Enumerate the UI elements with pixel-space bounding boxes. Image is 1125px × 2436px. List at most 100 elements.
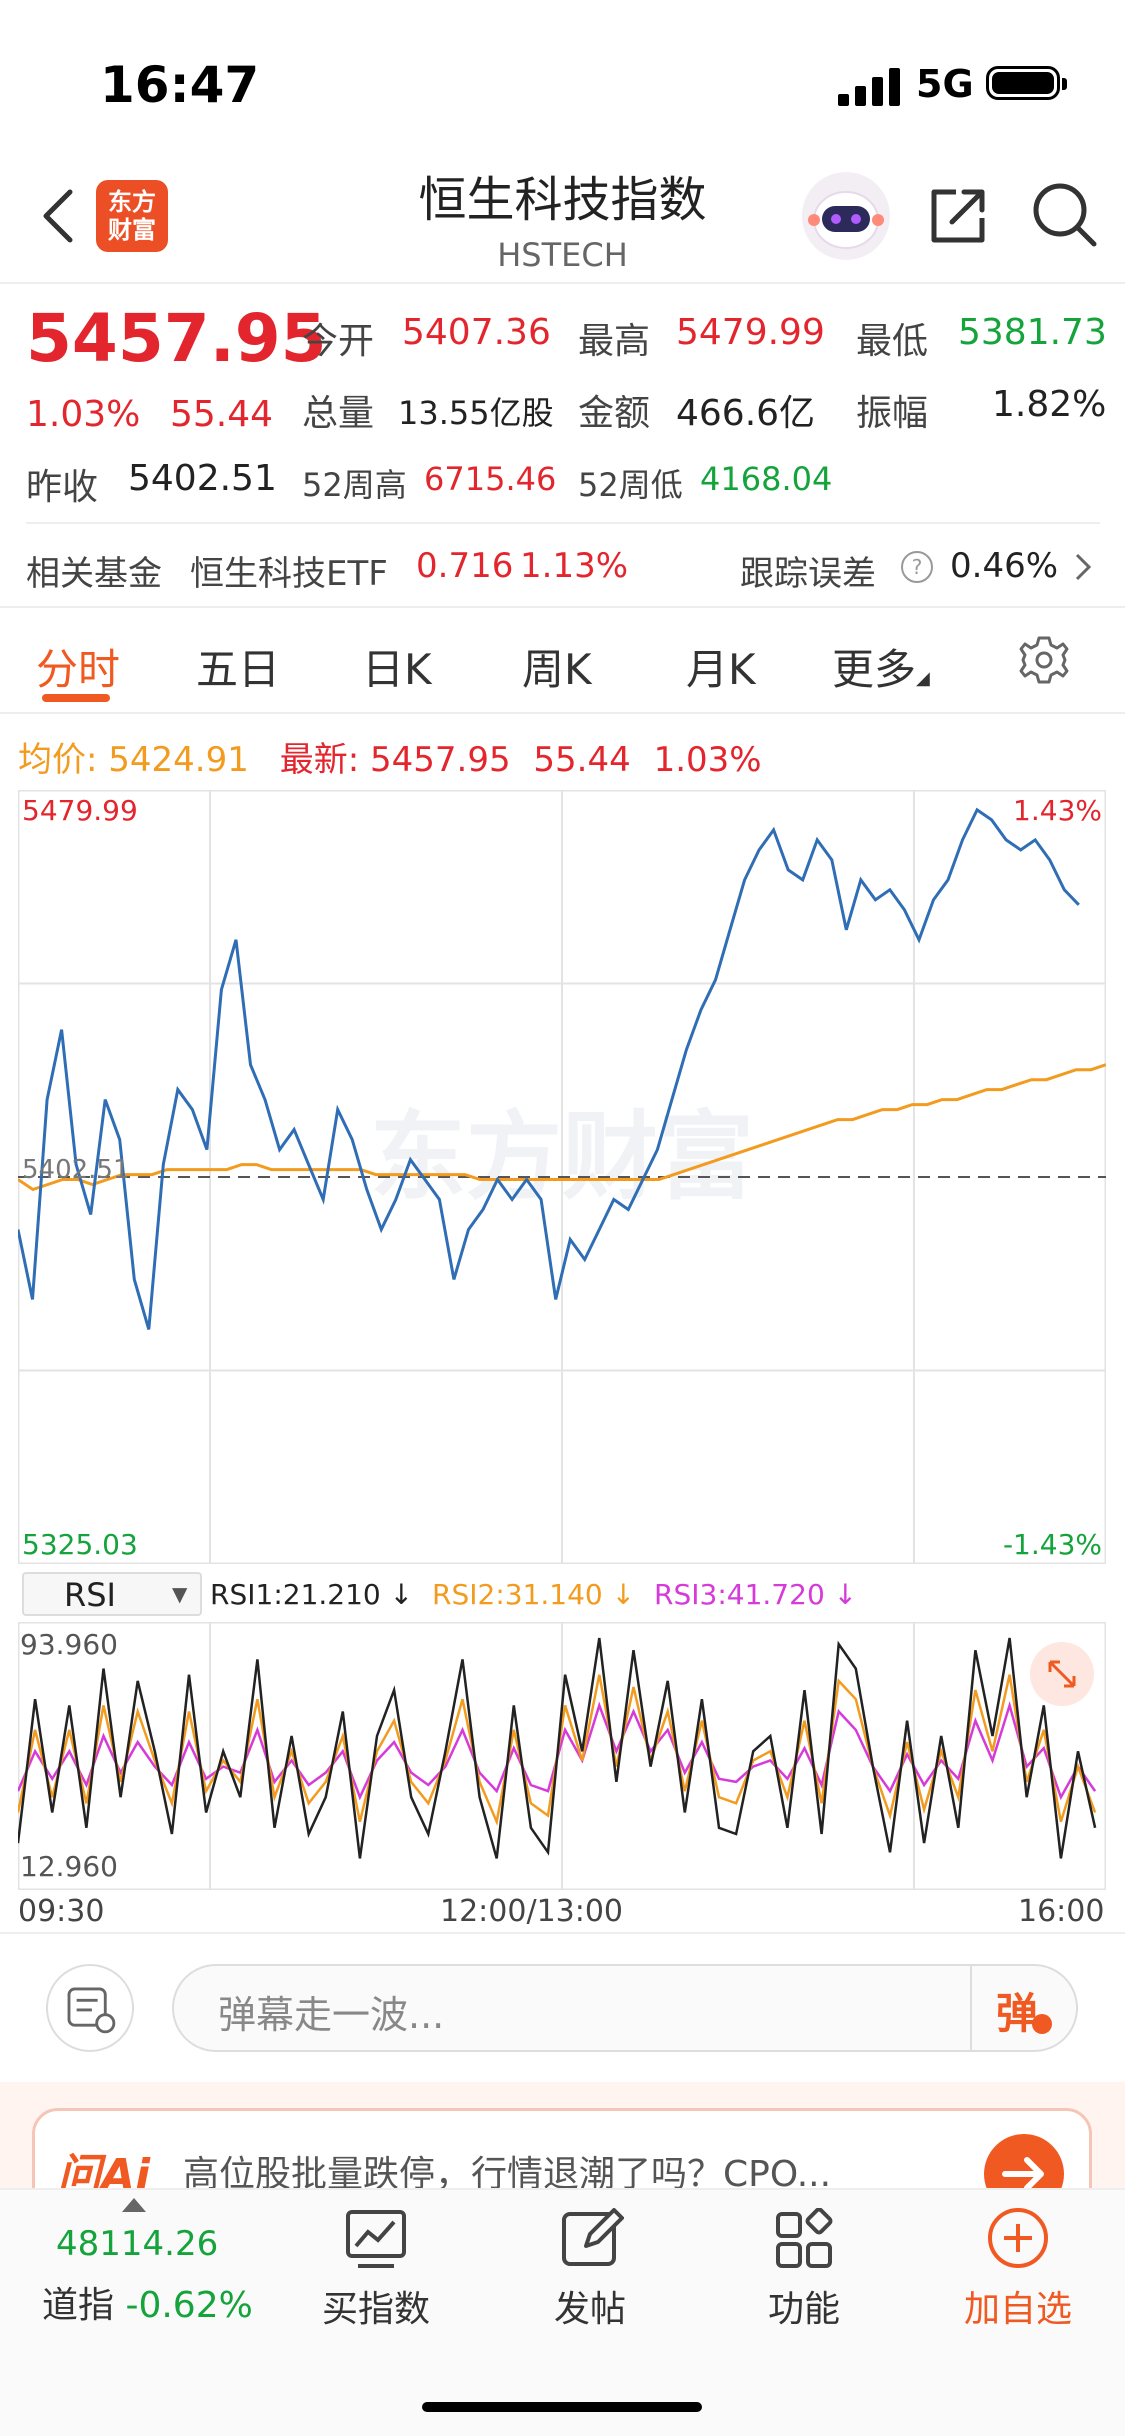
- check-icon: [1032, 2014, 1052, 2034]
- network-type: 5G: [916, 62, 974, 106]
- danmu-input[interactable]: 弹幕走一波... 弹: [172, 1964, 1078, 2052]
- week52-high-value: 6715.46: [424, 460, 557, 498]
- low-label: 最低: [856, 321, 929, 362]
- y-label-mid: 5402.51: [22, 1155, 130, 1185]
- open-label: 今开: [302, 321, 375, 362]
- quote-divider: [26, 522, 1100, 524]
- fund-label: 相关基金: [26, 554, 162, 594]
- rsi-grid: [18, 1622, 1106, 1890]
- intraday-chart[interactable]: 东方财富 5479.99 5402.51 5325.03 1.43% -1.43…: [18, 790, 1106, 1564]
- buy-index-icon[interactable]: [344, 2208, 408, 2270]
- rsi-chart[interactable]: 93.960 12.960: [18, 1622, 1106, 1890]
- tracking-value: 0.46%: [950, 546, 1059, 586]
- change-pct: 1.03%: [26, 394, 141, 435]
- latest-pct: 1.03%: [653, 740, 762, 780]
- dropdown-triangle-icon: ◢: [916, 668, 930, 689]
- caret-up-icon[interactable]: [122, 2198, 146, 2212]
- danmu-settings-icon[interactable]: [46, 1964, 134, 2052]
- watermark: 东方财富: [370, 1101, 754, 1213]
- volume-value: 13.55亿股: [398, 394, 554, 432]
- low-value: 5381.73: [958, 312, 1107, 353]
- amount-value: 466.6亿: [676, 393, 816, 434]
- status-time: 16:47: [100, 56, 260, 114]
- nav-add-watchlist[interactable]: 加自选: [963, 2289, 1072, 2330]
- tab-more[interactable]: 更多◢: [832, 645, 930, 694]
- week52-low-value: 4168.04: [700, 460, 833, 498]
- back-icon[interactable]: [36, 186, 86, 246]
- week52-low-label: 52周低: [578, 466, 683, 504]
- fund-price: 0.716: [416, 546, 514, 586]
- chevron-down-icon: ▼: [172, 1582, 188, 1606]
- tab-underline: [42, 694, 110, 702]
- latest-change: 55.44: [533, 740, 631, 780]
- week52-high-label: 52周高: [302, 466, 407, 504]
- high-label: 最高: [578, 321, 651, 362]
- page-subtitle: HSTECH: [497, 236, 628, 274]
- prev-close-value: 5402.51: [128, 458, 277, 499]
- app-logo: 东方 财富: [96, 180, 168, 252]
- indicator-select-label: RSI: [64, 1576, 116, 1614]
- avg-value: 5424.91: [108, 740, 249, 780]
- page-title: 恒生科技指数: [418, 172, 707, 228]
- high-value: 5479.99: [676, 312, 825, 353]
- ai-robot-icon[interactable]: [800, 170, 892, 262]
- open-value: 5407.36: [402, 312, 551, 353]
- tab-monthly-k[interactable]: 月K: [686, 645, 756, 694]
- battery-icon: [986, 66, 1067, 100]
- amplitude-label: 振幅: [856, 393, 929, 434]
- volume-label: 总量: [302, 393, 375, 434]
- fund-change: 1.13%: [520, 546, 629, 586]
- tracking-label: 跟踪误差: [740, 554, 876, 594]
- chevron-right-icon[interactable]: [1072, 552, 1094, 582]
- dow-value[interactable]: 48114.26: [56, 2224, 219, 2264]
- fund-divider: [0, 606, 1125, 608]
- rsi-y-bottom: 12.960: [20, 1850, 118, 1883]
- amplitude-value: 1.82%: [992, 384, 1107, 425]
- bottom-nav: 48114.26 道指 -0.62% 买指数 发帖 功能 加自选: [0, 2188, 1125, 2436]
- help-icon[interactable]: ?: [900, 550, 934, 584]
- current-price: 5457.95: [26, 300, 327, 377]
- rsi-y-top: 93.960: [20, 1628, 118, 1661]
- rsi-legend: RSI1:21.210 ↓ RSI2:31.140 ↓ RSI3:41.720 …: [210, 1578, 858, 1611]
- change-value: 55.44: [170, 394, 274, 435]
- x-tick-start: 09:30: [18, 1894, 105, 1929]
- dow-ticker[interactable]: 道指 -0.62%: [42, 2285, 253, 2326]
- price-line: [18, 807, 1080, 1330]
- share-icon[interactable]: [926, 184, 990, 248]
- nav-buy-index[interactable]: 买指数: [321, 2289, 430, 2330]
- nav-functions[interactable]: 功能: [767, 2289, 840, 2330]
- prev-close-label: 昨收: [26, 467, 99, 508]
- nav-post[interactable]: 发帖: [553, 2289, 626, 2330]
- home-indicator: [422, 2402, 702, 2412]
- x-tick-mid: 12:00/13:00: [440, 1894, 624, 1929]
- latest-label: 最新:: [279, 740, 360, 780]
- danmu-send-button[interactable]: 弹: [996, 1989, 1039, 2038]
- rsi1-line: [18, 1637, 1097, 1859]
- y-label-bottom: 5325.03: [22, 1528, 138, 1561]
- latest-value: 5457.95: [369, 740, 511, 780]
- settings-gear-icon[interactable]: [1018, 634, 1070, 686]
- amount-label: 金额: [578, 393, 651, 434]
- indicator-select[interactable]: RSI ▼: [22, 1572, 202, 1616]
- functions-icon[interactable]: [772, 2208, 836, 2270]
- rsi2-line: [18, 1674, 1097, 1826]
- header-divider: [0, 282, 1125, 284]
- tab-five-day[interactable]: 五日: [196, 645, 281, 694]
- signal-icon: [838, 68, 900, 106]
- search-icon[interactable]: [1030, 180, 1100, 250]
- tab-daily-k[interactable]: 日K: [362, 645, 432, 694]
- tabs-divider: [0, 712, 1125, 714]
- x-tick-end: 16:00: [1018, 1894, 1105, 1929]
- tab-intraday[interactable]: 分时: [36, 645, 121, 694]
- post-icon[interactable]: [560, 2208, 624, 2270]
- svg-text:?: ?: [912, 555, 923, 579]
- chart-bottom-divider: [0, 1932, 1125, 1934]
- y-label-top-pct: 1.43%: [1013, 794, 1102, 827]
- y-label-bottom-pct: -1.43%: [1003, 1528, 1102, 1561]
- y-label-top: 5479.99: [22, 794, 138, 827]
- add-watchlist-icon[interactable]: [986, 2206, 1050, 2270]
- avg-row: 均价: 5424.91 最新: 5457.95 55.44 1.03%: [18, 732, 762, 781]
- avg-label: 均价:: [18, 740, 98, 780]
- tab-weekly-k[interactable]: 周K: [522, 645, 592, 694]
- fund-name[interactable]: 恒生科技ETF: [190, 554, 388, 594]
